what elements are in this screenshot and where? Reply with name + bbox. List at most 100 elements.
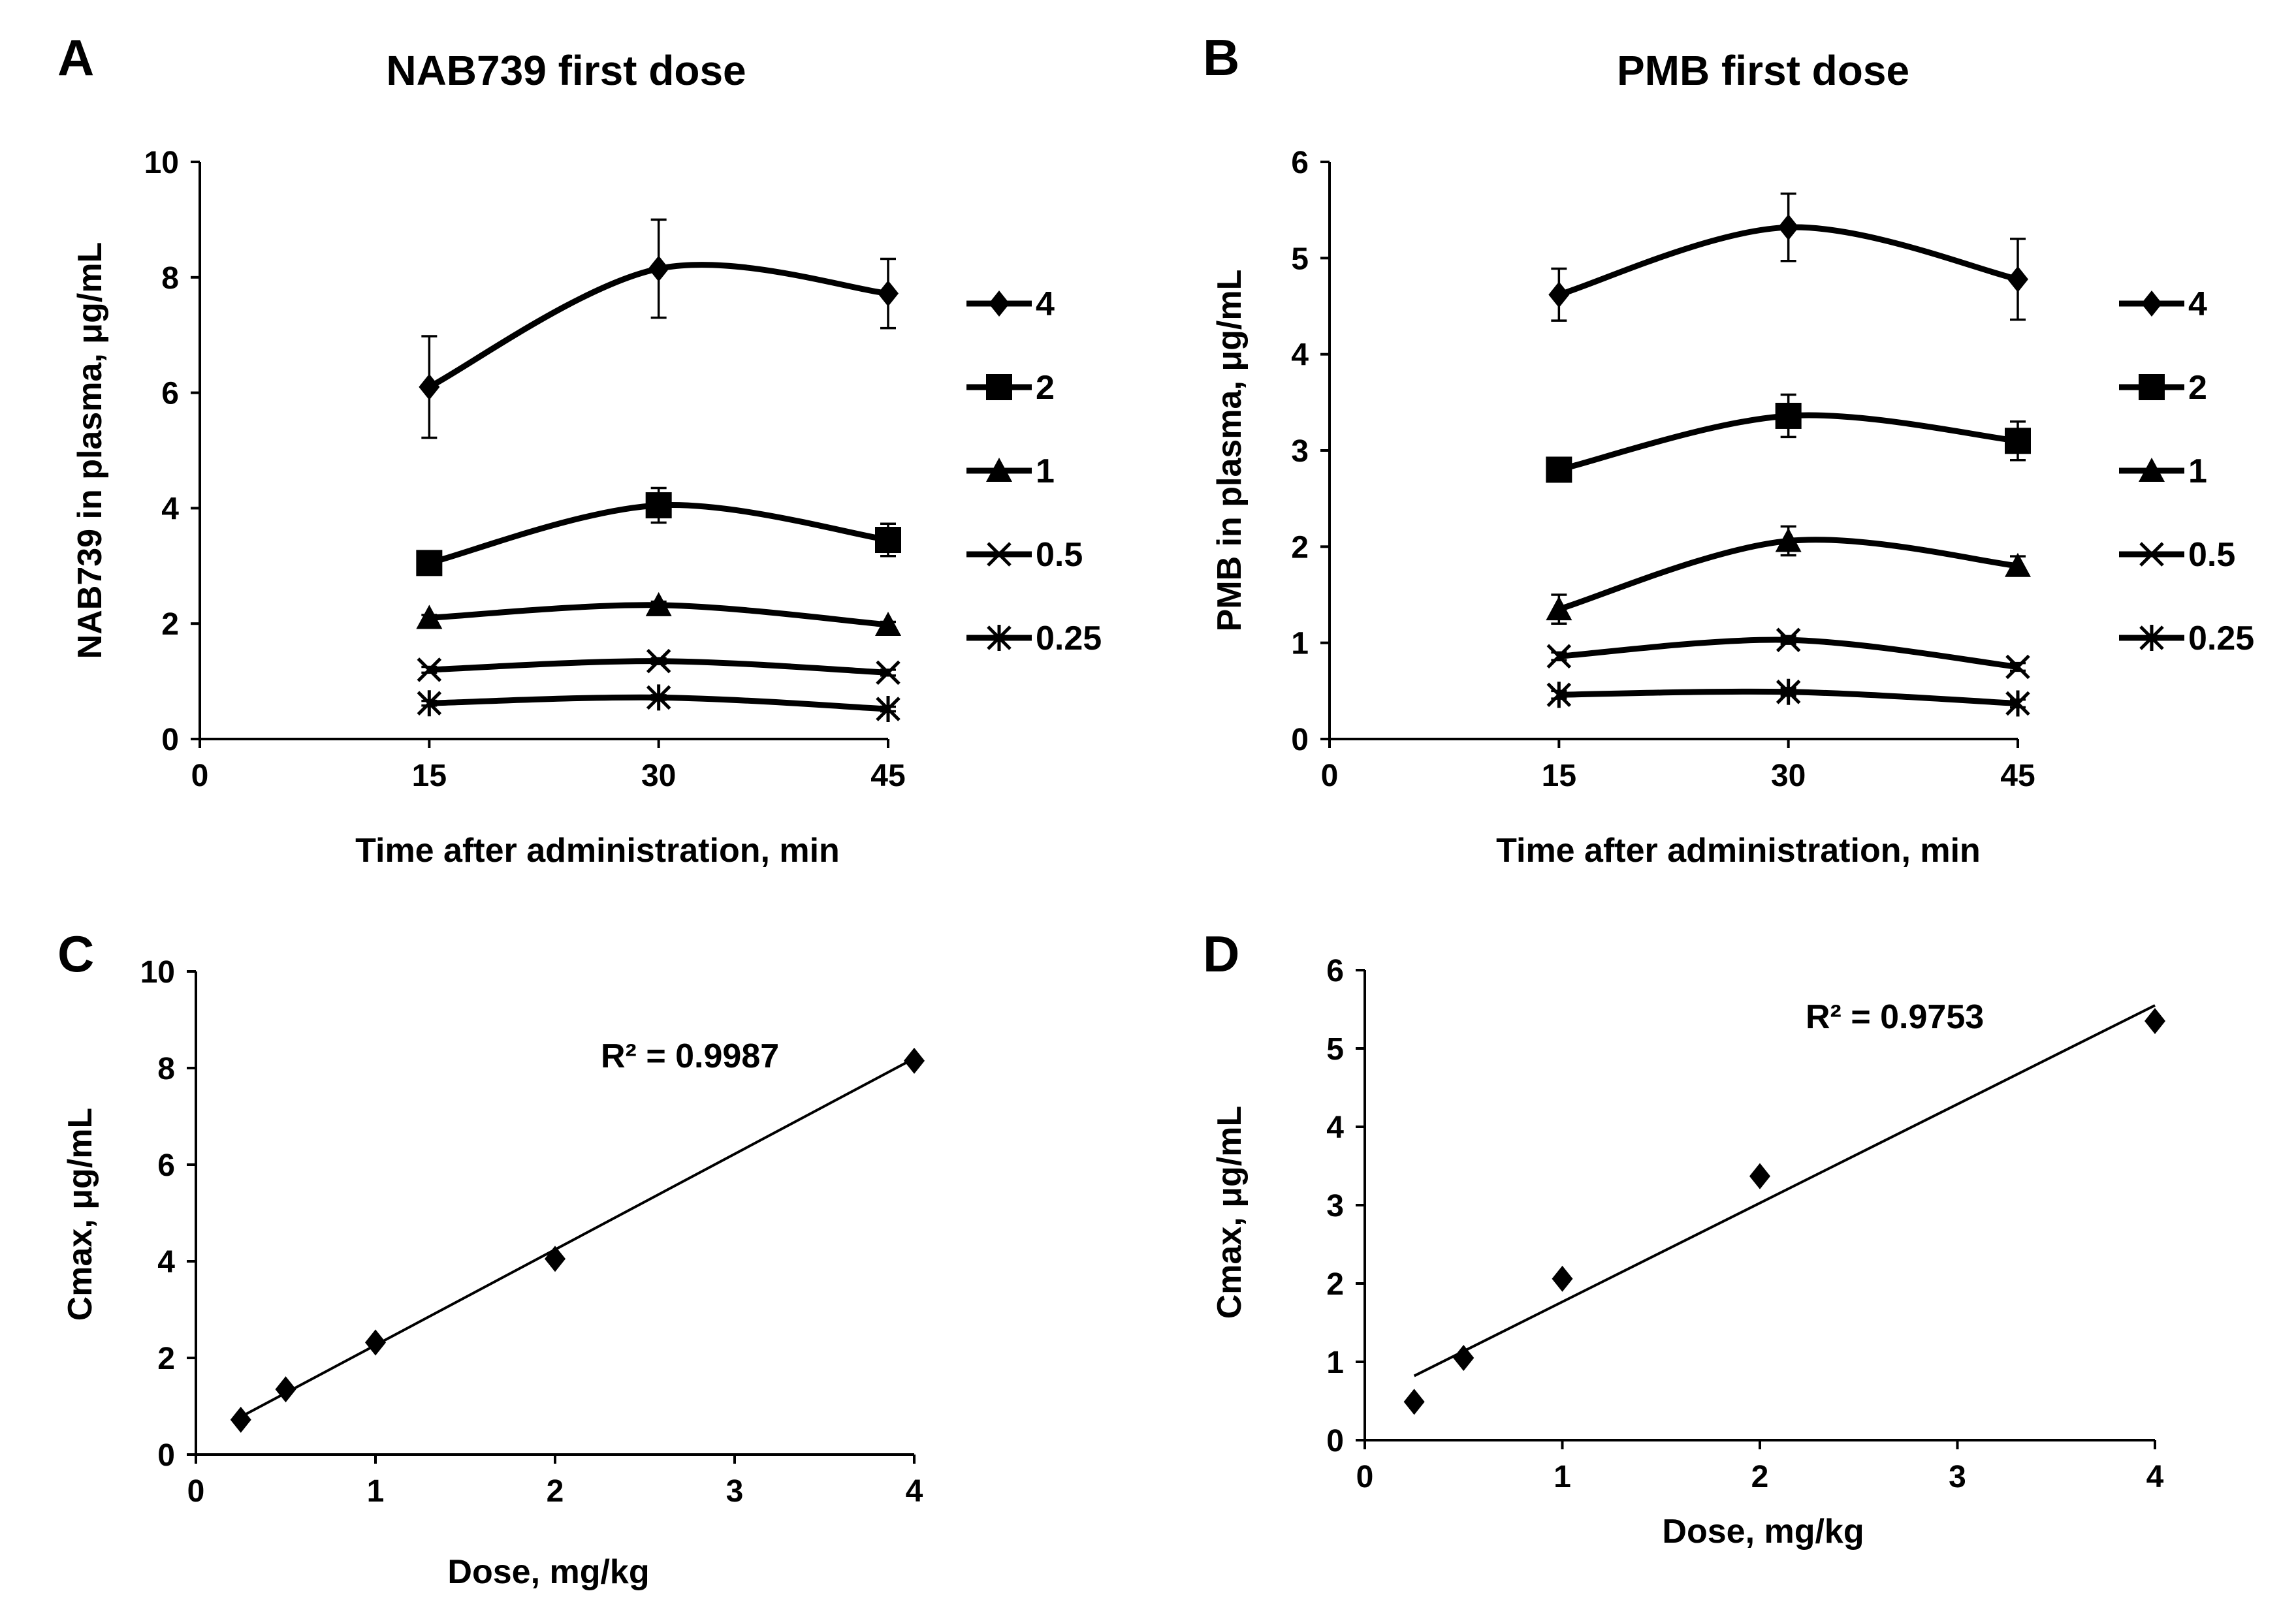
- chart-c-data-point: [904, 1047, 925, 1074]
- chart-d-xlabel: Dose, mg/kg: [1662, 1513, 1864, 1551]
- chart-b-legend-label: 2: [2188, 369, 2207, 407]
- chart-a-x-tick-label: 15: [412, 759, 447, 793]
- chart-c-plot: 0 2 4 6 8 10 0 1 2 3 4: [140, 955, 925, 1509]
- chart-d-data-point: [2145, 1008, 2165, 1034]
- chart-a-series-4-point: [419, 373, 440, 400]
- chart-b-series-0-5-point: [1546, 644, 1572, 669]
- chart-b-legend-label: 4: [2188, 285, 2207, 323]
- chart-a-legend-label: 0.25: [1036, 620, 1102, 657]
- chart-a-series-2-point: [875, 527, 901, 554]
- chart-a-legend-marker: [986, 374, 1012, 400]
- chart-c-data-point: [545, 1246, 566, 1272]
- chart-a-legend-marker: [987, 542, 1012, 567]
- chart-b-series-0-5-point: [1776, 627, 1801, 653]
- chart-d-y-tick-label: 1: [1326, 1346, 1344, 1380]
- chart-b-x-tick-label: 45: [2000, 759, 2035, 793]
- chart-c-data-point: [365, 1329, 386, 1356]
- chart-d-y-tick-label: 2: [1326, 1267, 1344, 1302]
- chart-b-legend-label: 0.25: [2188, 620, 2254, 657]
- chart-a-x-tick-label: 45: [870, 759, 905, 793]
- chart-a-legend-marker: [987, 625, 1012, 651]
- chart-a-y-tick-label: 0: [161, 723, 179, 757]
- chart-c-trendline: [240, 1057, 915, 1419]
- chart-a-series-0-5-point: [876, 660, 901, 685]
- chart-b-series-1-point: [1775, 527, 1802, 552]
- chart-b-series-0-25-point: [1776, 678, 1801, 705]
- chart-c-x-tick-label: 2: [547, 1474, 564, 1509]
- chart-a-y-tick-label: 2: [161, 607, 179, 642]
- panel-letter-a: A: [57, 29, 94, 86]
- chart-b-y-tick-label: 2: [1291, 530, 1309, 565]
- chart-d-x-tick-label: 4: [2146, 1460, 2164, 1494]
- panel-letter-c: C: [57, 925, 94, 983]
- chart-d-plot: 0 1 2 3 4 5 6 0 1 2 3 4: [1326, 954, 2165, 1494]
- chart-b-y-tick-label: 1: [1291, 627, 1309, 661]
- chart-b-legend-marker: [2139, 374, 2165, 400]
- chart-c-y-tick-label: 0: [157, 1438, 175, 1473]
- chart-a-series-4-point: [648, 255, 669, 282]
- chart-a-xlabel: Time after administration, min: [355, 832, 840, 870]
- chart-b-series-4-point: [1548, 281, 1570, 308]
- chart-b-series-2-point: [1775, 402, 1802, 429]
- chart-b-legend-marker: [2139, 458, 2165, 482]
- panel-letter-b: B: [1203, 29, 1239, 86]
- chart-a-series-0-25-point: [876, 696, 901, 723]
- chart-c-y-tick-label: 4: [157, 1245, 175, 1280]
- chart-b-x-tick-label: 30: [1771, 759, 1806, 793]
- chart-b-ylabel: PMB in plasma, μg/mL: [1211, 270, 1249, 632]
- chart-b-series-4-point: [1778, 214, 1799, 241]
- chart-a-y-tick-label: 8: [161, 261, 179, 296]
- chart-b-series-2-point: [2005, 428, 2031, 454]
- chart-b-y-tick-label: 6: [1291, 146, 1309, 180]
- chart-d-x-tick-label: 1: [1554, 1460, 1571, 1494]
- chart-a-series-0-5-point: [417, 657, 442, 682]
- chart-c-x-tick-label: 1: [367, 1474, 385, 1509]
- chart-b-x-tick-label: 15: [1542, 759, 1576, 793]
- chart-a-series-0-5-point: [646, 648, 671, 674]
- chart-a-y-tick-label: 4: [161, 492, 179, 526]
- chart-d-y-tick-label: 3: [1326, 1189, 1344, 1223]
- chart-a-legend-label: 0.5: [1036, 536, 1083, 574]
- chart-a-series-1-point: [645, 591, 672, 616]
- chart-a-legend-marker: [989, 291, 1010, 317]
- panel-letter-d: D: [1203, 925, 1239, 983]
- chart-c-y-tick-label: 6: [157, 1148, 175, 1183]
- chart-a-legend-marker: [986, 458, 1012, 482]
- chart-a-series-4-point: [878, 280, 899, 307]
- chart-b-title: PMB first dose: [1617, 47, 1909, 94]
- chart-a-legend-label: 4: [1036, 285, 1055, 323]
- chart-d-data-point: [1552, 1265, 1573, 1292]
- chart-a-series-1-point: [416, 605, 443, 629]
- chart-b-y-tick-label: 4: [1291, 338, 1309, 373]
- chart-a-legend-label: 2: [1036, 369, 1055, 407]
- chart-d-ylabel: Cmax, μg/mL: [1211, 1106, 1249, 1319]
- chart-c-data-point: [230, 1406, 251, 1433]
- chart-b-legend-label: 1: [2188, 452, 2207, 490]
- chart-c-r2-annotation: R² = 0.9987: [601, 1037, 779, 1075]
- chart-d-data-point: [1749, 1163, 1770, 1189]
- chart-d-r2-annotation: R² = 0.9753: [1806, 998, 1984, 1036]
- chart-b-y-tick-label: 3: [1291, 434, 1309, 469]
- chart-c-xlabel: Dose, mg/kg: [447, 1553, 649, 1591]
- chart-a-y-tick-label: 10: [144, 146, 179, 180]
- chart-c-x-tick-label: 3: [726, 1474, 744, 1509]
- chart-b-series-0-25-point: [1546, 682, 1572, 708]
- chart-d-x-tick-label: 2: [1751, 1460, 1769, 1494]
- chart-b-series-2-point: [1546, 456, 1572, 483]
- chart-c-y-tick-label: 8: [157, 1052, 175, 1086]
- chart-c-y-tick-label: 2: [157, 1342, 175, 1376]
- chart-b-legend-marker: [2139, 625, 2164, 651]
- chart-c-data-point: [275, 1376, 296, 1403]
- chart-b-series-4-point: [2007, 266, 2028, 292]
- chart-a-ylabel: NAB739 in plasma, μg/mL: [71, 242, 109, 659]
- chart-a-x-tick-label: 0: [191, 759, 209, 793]
- chart-d-data-point: [1403, 1389, 1425, 1415]
- chart-a-series-2-point: [416, 550, 443, 576]
- chart-b-series-1-point: [1546, 596, 1572, 621]
- chart-d-trendline: [1413, 1004, 2156, 1378]
- chart-a-x-tick-label: 30: [641, 759, 676, 793]
- chart-a-series-0-25-point: [646, 684, 671, 711]
- chart-b-y-tick-label: 5: [1291, 242, 1309, 276]
- chart-d-y-tick-label: 4: [1326, 1110, 1344, 1145]
